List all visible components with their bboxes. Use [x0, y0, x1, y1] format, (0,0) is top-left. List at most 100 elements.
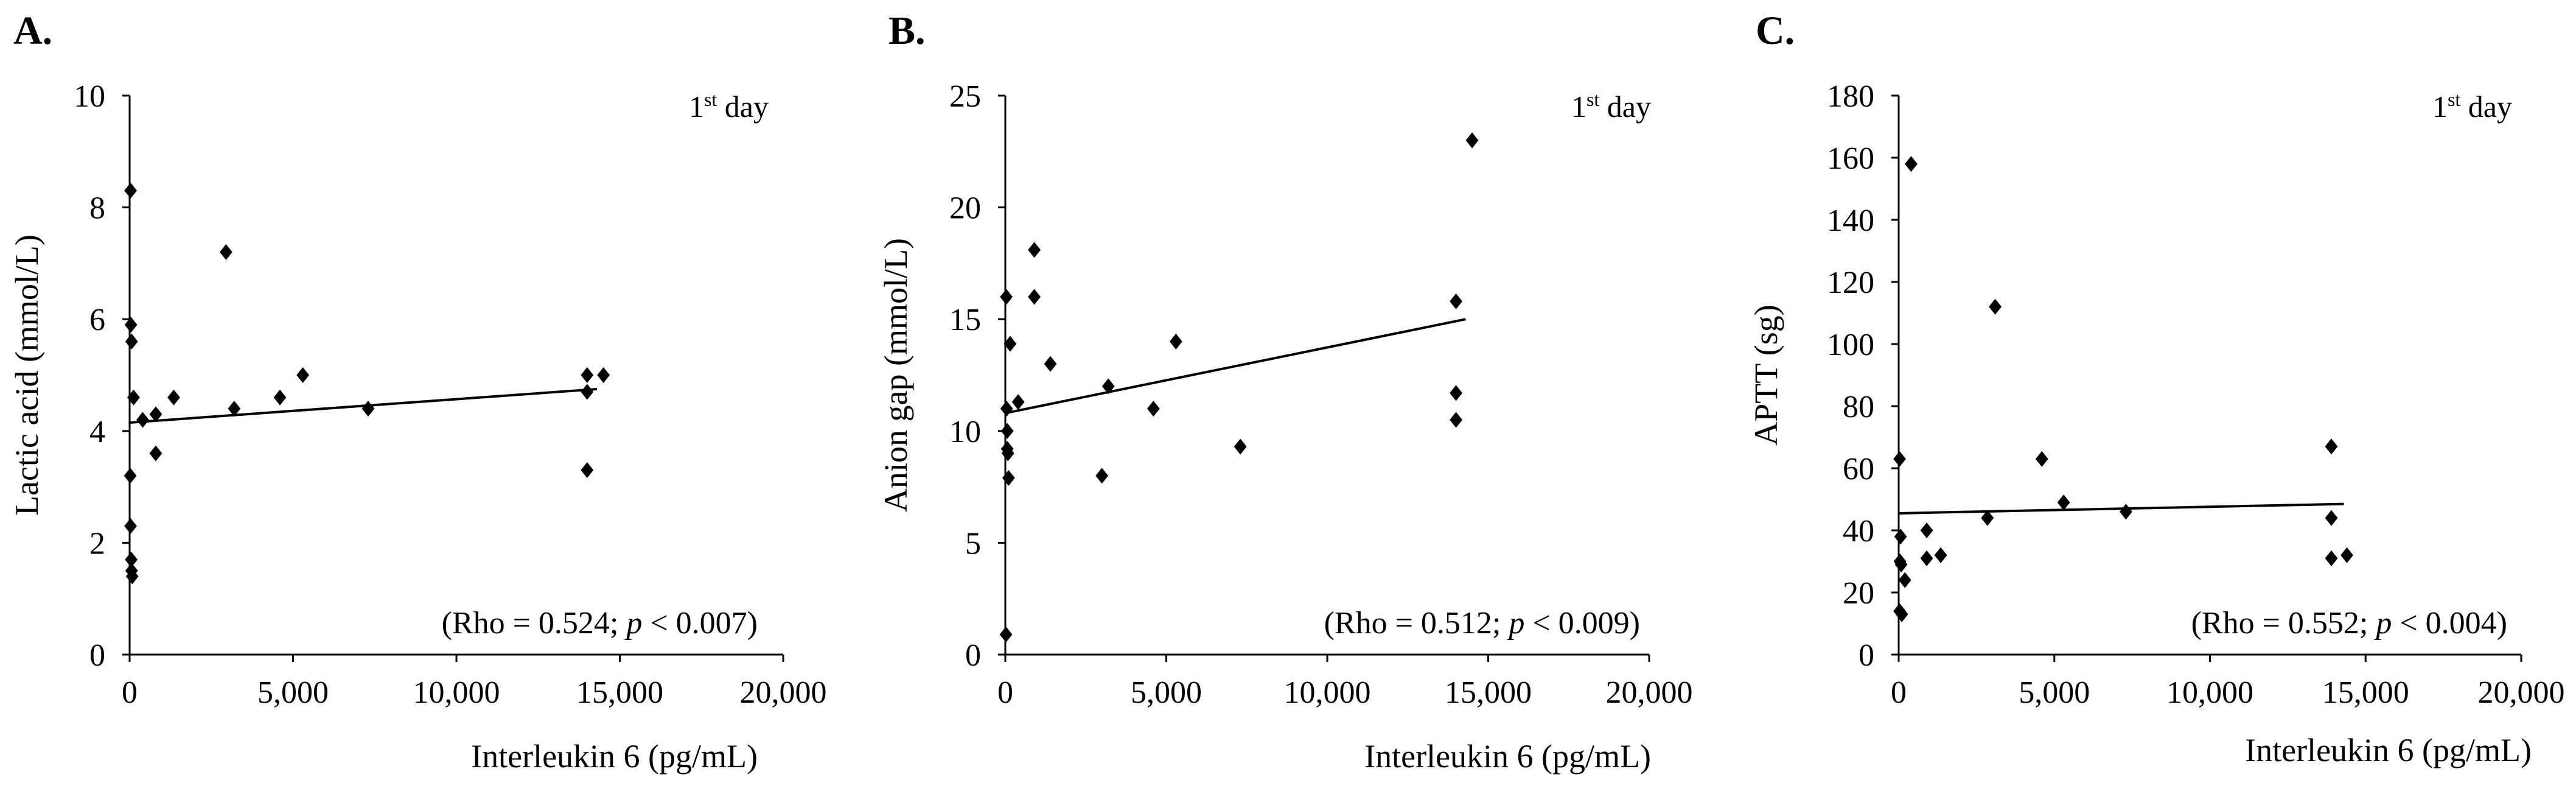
- data-point: [124, 518, 138, 534]
- data-point: [1147, 401, 1160, 417]
- y-tick-label: 20: [949, 191, 981, 226]
- x-tick-label: 20,000: [2478, 675, 2565, 710]
- rho-text: (Rho = 0.512;: [1324, 606, 1509, 641]
- y-tick-label: 10: [949, 415, 981, 449]
- p-symbol: p: [1506, 606, 1524, 641]
- y-tick-label: 8: [89, 191, 105, 226]
- y-tick-label: 25: [949, 79, 981, 114]
- data-point: [1981, 510, 1994, 526]
- data-point: [1894, 557, 1908, 573]
- data-point: [127, 389, 140, 406]
- p-symbol: p: [624, 606, 642, 641]
- day-annotation: 1st day: [1571, 88, 1651, 124]
- data-point: [1450, 385, 1462, 401]
- y-tick-label: 5: [965, 526, 981, 561]
- day-number: 1: [2432, 90, 2448, 124]
- y-tick-label: 4: [89, 415, 105, 449]
- data-point: [124, 183, 138, 199]
- panel-b: B. 0 5 10 15 20 25 0 5,000 10,000 15,000 20,000 Inte…: [878, 9, 1693, 775]
- y-tick-label: 0: [1859, 638, 1874, 673]
- data-point: [1001, 445, 1014, 462]
- day-ordinal-suffix: st: [2448, 88, 2460, 110]
- y-tick-label: 160: [1827, 141, 1874, 176]
- data-point: [1095, 468, 1109, 484]
- day-word: day: [1599, 90, 1651, 124]
- x-tick-label: 10,000: [2166, 675, 2253, 710]
- data-point: [273, 389, 287, 406]
- y-tick-label: 0: [965, 638, 981, 673]
- x-axis-title: Interleukin 6 (pg/mL): [471, 738, 758, 775]
- x-tick-label: 20,000: [1606, 675, 1693, 710]
- data-point: [125, 333, 138, 350]
- data-point: [1169, 333, 1182, 350]
- y-tick-label: 0: [89, 638, 105, 673]
- data-point: [1893, 451, 1906, 467]
- panel-c: C. 0 20 40 60 80 100 120 140 160 180 0 5,000 10,000 15…: [1748, 9, 2565, 768]
- panel-a: A. 0 2 4 6 8 10 0 5,000 10,000 15,000 20,000 Interle…: [9, 9, 827, 775]
- data-point: [1465, 132, 1479, 149]
- data-point: [220, 244, 232, 261]
- trend-line: [129, 387, 598, 424]
- x-tick-label: 5,000: [257, 675, 329, 710]
- data-point: [1450, 293, 1462, 309]
- x-tick-label: 0: [122, 675, 138, 710]
- data-point: [1101, 378, 1115, 395]
- data-point: [1044, 356, 1057, 372]
- data-point: [597, 367, 610, 383]
- y-tick-label: 120: [1827, 265, 1874, 300]
- y-tick-label: 60: [1843, 452, 1874, 487]
- data-point: [2057, 494, 2070, 511]
- data-point: [1895, 606, 1908, 622]
- x-tick-label: 10,000: [413, 675, 500, 710]
- x-tick-label: 15,000: [576, 675, 663, 710]
- data-point: [1234, 438, 1247, 455]
- x-tick-label: 15,000: [1445, 675, 1532, 710]
- x-tick-label: 0: [1891, 675, 1907, 710]
- data-point: [149, 406, 162, 423]
- x-tick-label: 0: [997, 675, 1013, 710]
- day-word: day: [717, 90, 769, 124]
- data-point: [1989, 298, 2002, 315]
- x-axis-title: Interleukin 6 (pg/mL): [1364, 738, 1651, 775]
- y-tick-label: 2: [89, 526, 105, 561]
- x-tick-label: 10,000: [1284, 675, 1371, 710]
- trend-line: [1005, 318, 1466, 415]
- data-point: [149, 445, 162, 462]
- day-annotation: 1st day: [689, 88, 769, 124]
- data-point: [2119, 504, 2132, 520]
- data-point: [125, 568, 139, 585]
- x-tick-label: 5,000: [1131, 675, 1202, 710]
- data-point: [2325, 550, 2338, 566]
- data-point: [581, 367, 594, 383]
- y-tick-label: 100: [1827, 328, 1874, 362]
- y-axis-title: APTT (sg): [1748, 304, 1784, 446]
- y-tick-label: 140: [1827, 203, 1874, 238]
- x-tick-label: 5,000: [2019, 675, 2090, 710]
- data-point: [125, 551, 138, 568]
- y-tick-label: 80: [1843, 390, 1874, 424]
- data-point: [1894, 529, 1907, 545]
- y-tick-label: 40: [1843, 514, 1874, 549]
- y-tick-label: 15: [949, 303, 981, 337]
- data-point: [1028, 289, 1041, 305]
- data-point: [167, 389, 180, 406]
- y-tick-label: 180: [1827, 79, 1874, 114]
- rho-text: (Rho = 0.524;: [442, 606, 627, 641]
- y-axis-title: Anion gap (mmol/L): [878, 238, 914, 512]
- data-point: [1028, 242, 1041, 258]
- day-ordinal-suffix: st: [704, 88, 717, 110]
- data-point: [296, 367, 310, 383]
- data-point: [1000, 289, 1013, 305]
- data-point: [581, 384, 594, 400]
- data-point: [999, 626, 1013, 642]
- panel-label: B.: [888, 9, 926, 53]
- data-point: [1450, 412, 1462, 428]
- day-word: day: [2460, 90, 2512, 124]
- data-point: [124, 468, 137, 484]
- data-point: [228, 401, 241, 417]
- panel-label: C.: [1756, 9, 1795, 53]
- data-point: [1905, 156, 1918, 172]
- correlation-stat: (Rho = 0.524; p < 0.007): [442, 606, 758, 641]
- data-point: [1000, 423, 1014, 439]
